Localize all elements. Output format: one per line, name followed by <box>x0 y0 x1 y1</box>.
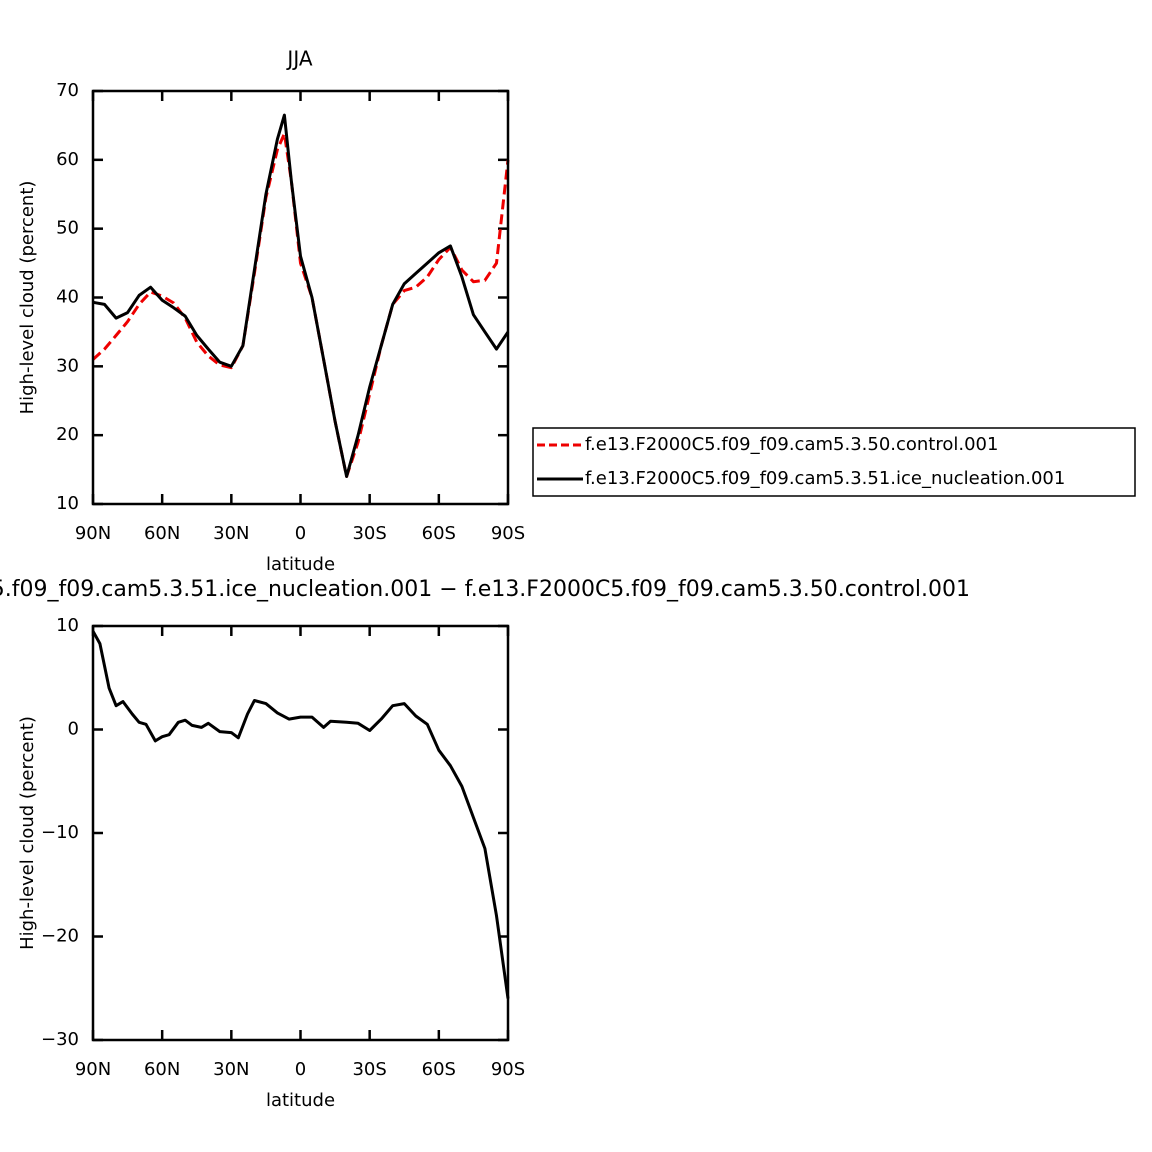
plot-frame <box>91 624 510 1042</box>
x-tick-label: 60N <box>144 1059 180 1080</box>
x-tick-label: 60N <box>144 523 180 544</box>
data-line <box>92 113 510 478</box>
x-tick-label: 90S <box>491 1059 525 1080</box>
y-tick-label: 40 <box>56 287 79 308</box>
x-tick-label: 90N <box>75 1059 111 1080</box>
y-tick-label: 70 <box>56 80 79 101</box>
x-tick-label: 60S <box>422 523 456 544</box>
legend-label: f.e13.F2000C5.f09_f09.cam5.3.51.ice_nucl… <box>585 468 1065 489</box>
y-tick-label: −20 <box>41 926 79 947</box>
x-tick-label: 30N <box>213 1059 249 1080</box>
x-axis-label: latitude <box>266 1090 335 1111</box>
x-tick-label: 30S <box>352 1059 386 1080</box>
x-axis-label: latitude <box>266 554 335 575</box>
data-line <box>91 132 510 478</box>
x-tick-label: 60S <box>422 1059 456 1080</box>
chart-title: JJA <box>285 47 312 71</box>
chart-title: f.e13.F2000C5.f09_f09.cam5.3.51.ice_nucl… <box>0 577 970 602</box>
data-line <box>91 630 510 999</box>
x-tick-label: 0 <box>295 1059 306 1080</box>
x-tick-label: 90N <box>75 523 111 544</box>
y-axis-label: High-level cloud (percent) <box>17 181 38 415</box>
y-tick-label: 50 <box>56 218 79 239</box>
y-tick-label: 60 <box>56 149 79 170</box>
y-tick-label: 0 <box>68 719 79 740</box>
y-axis-label: High-level cloud (percent) <box>17 716 38 950</box>
y-tick-label: 10 <box>56 493 79 514</box>
y-tick-label: 30 <box>56 355 79 376</box>
y-tick-label: −10 <box>41 822 79 843</box>
y-tick-label: −30 <box>41 1029 79 1050</box>
plot-frame <box>91 89 510 506</box>
y-tick-label: 10 <box>56 615 79 636</box>
x-tick-label: 30S <box>352 523 386 544</box>
x-tick-label: 30N <box>213 523 249 544</box>
x-tick-label: 0 <box>295 523 306 544</box>
legend-label: f.e13.F2000C5.f09_f09.cam5.3.50.control.… <box>585 434 998 455</box>
x-tick-label: 90S <box>491 523 525 544</box>
legend-box <box>532 427 1136 497</box>
y-tick-label: 20 <box>56 424 79 445</box>
